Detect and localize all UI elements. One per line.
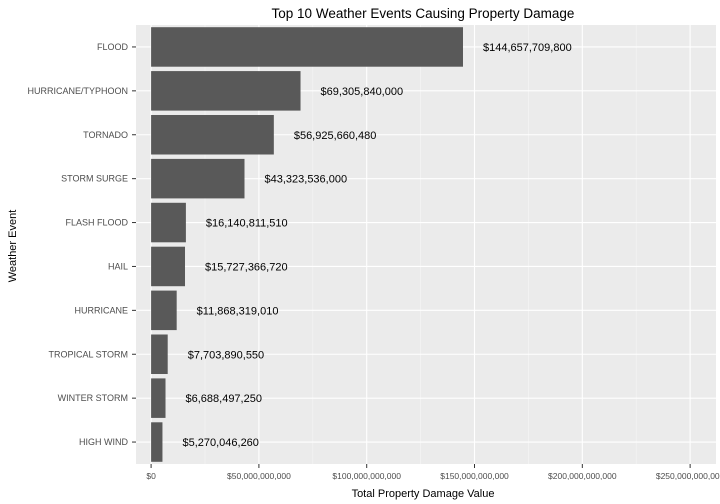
x-tick-label: $0 — [146, 471, 156, 481]
category-label: HURRICANE — [74, 305, 128, 315]
data-label: $15,727,366,720 — [205, 261, 288, 273]
data-label: $69,305,840,000 — [321, 86, 404, 98]
category-label: HAIL — [108, 261, 128, 271]
x-tick-label: $250,000,000,000 — [656, 471, 720, 481]
data-label: $6,688,497,250 — [186, 393, 262, 405]
chart-title: Top 10 Weather Events Causing Property D… — [272, 6, 575, 21]
x-tick-label: $50,000,000,000 — [227, 471, 291, 481]
data-labels: $144,657,709,800 $69,305,840,000 $56,925,6… — [182, 42, 571, 449]
category-label: HURRICANE/TYPHOON — [27, 86, 128, 96]
category-label: TROPICAL STORM — [48, 349, 128, 359]
category-labels: FLOOD HURRICANE/TYPHOON TORNADO STORM SURGE… — [27, 42, 136, 447]
category-label: FLASH FLOOD — [65, 218, 128, 228]
x-axis-title: Total Property Damage Value — [352, 488, 495, 500]
y-axis-title: Weather Event — [7, 210, 19, 283]
category-label: FLOOD — [97, 42, 129, 52]
category-label: HIGH WIND — [79, 437, 128, 447]
bars — [151, 27, 463, 462]
category-label: TORNADO — [83, 130, 128, 140]
bar — [151, 71, 301, 111]
bar — [151, 202, 186, 243]
bar — [151, 378, 166, 418]
bar — [151, 422, 163, 462]
data-label: $16,140,811,510 — [206, 218, 288, 230]
bar — [151, 334, 168, 375]
data-label: $56,925,660,480 — [294, 130, 377, 142]
data-label: $7,703,890,550 — [188, 349, 264, 361]
x-tick-label: $150,000,000,000 — [440, 471, 509, 481]
bar — [151, 246, 186, 287]
data-label: $43,323,536,000 — [265, 174, 348, 186]
bar — [151, 27, 463, 67]
x-tick-label: $100,000,000,000 — [332, 471, 401, 481]
x-axis-ticks: $0 $50,000,000,000 $100,000,000,000 $150,00… — [146, 464, 720, 481]
category-label: WINTER STORM — [58, 393, 128, 403]
x-tick-label: $200,000,000,000 — [548, 471, 617, 481]
data-label: $11,868,319,010 — [197, 305, 279, 317]
category-label: STORM SURGE — [61, 174, 128, 184]
bar — [151, 158, 245, 199]
bar — [151, 290, 177, 331]
data-label: $144,657,709,800 — [483, 42, 572, 54]
data-label: $5,270,046,260 — [182, 437, 258, 449]
bar — [151, 114, 274, 155]
